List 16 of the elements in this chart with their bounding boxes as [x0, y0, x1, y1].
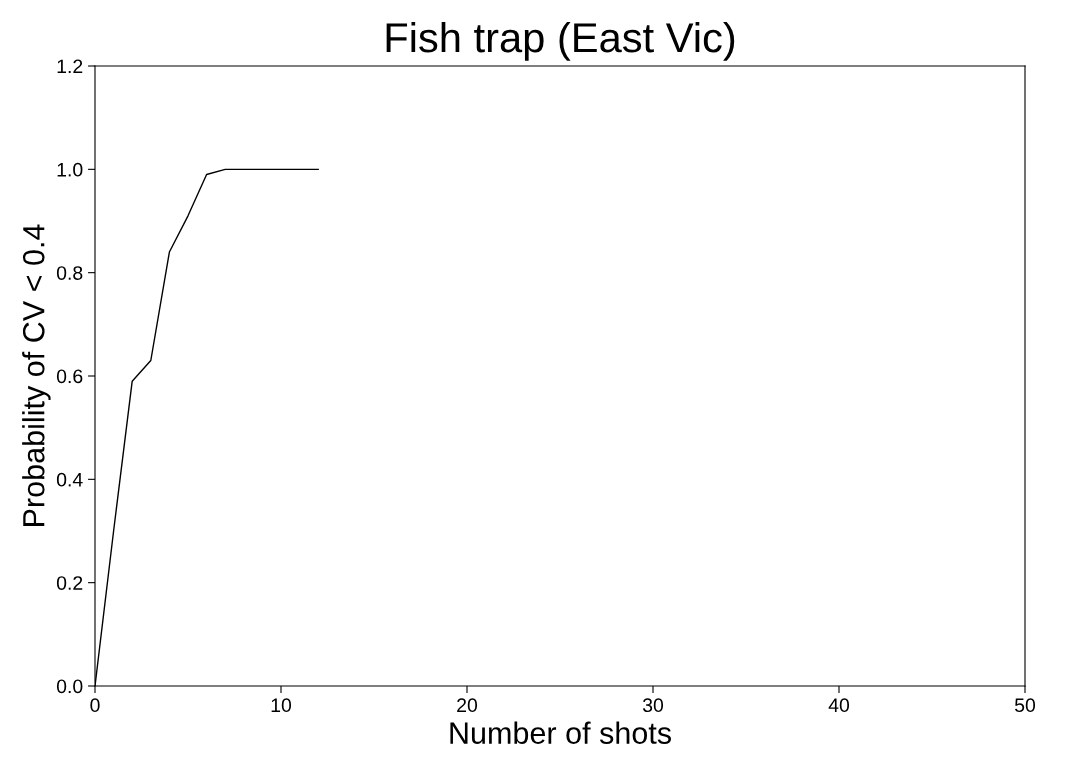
x-tick-label: 20: [457, 698, 478, 713]
y-tick-label: 0.2: [56, 576, 83, 590]
chart-title: Fish trap (East Vic): [386, 21, 735, 61]
y-tick-label: 1.0: [57, 162, 83, 177]
x-axis-title: Number of shots: [450, 721, 671, 744]
y-tick-label: 0.6: [56, 369, 83, 384]
y-tick-label: 0.0: [56, 679, 83, 694]
x-tick-label: 40: [828, 698, 850, 713]
x-tick-label: 10: [271, 698, 292, 713]
y-axis-title: Probability of CV < 0.4: [22, 224, 51, 526]
y-tick-label: 1.2: [57, 59, 83, 74]
x-tick-label: 50: [1014, 698, 1036, 713]
y-tick-label: 0.4: [56, 472, 83, 487]
x-tick-label: 0: [90, 698, 100, 713]
y-tick-label: 0.8: [56, 266, 83, 280]
x-tick-label: 30: [642, 698, 664, 713]
